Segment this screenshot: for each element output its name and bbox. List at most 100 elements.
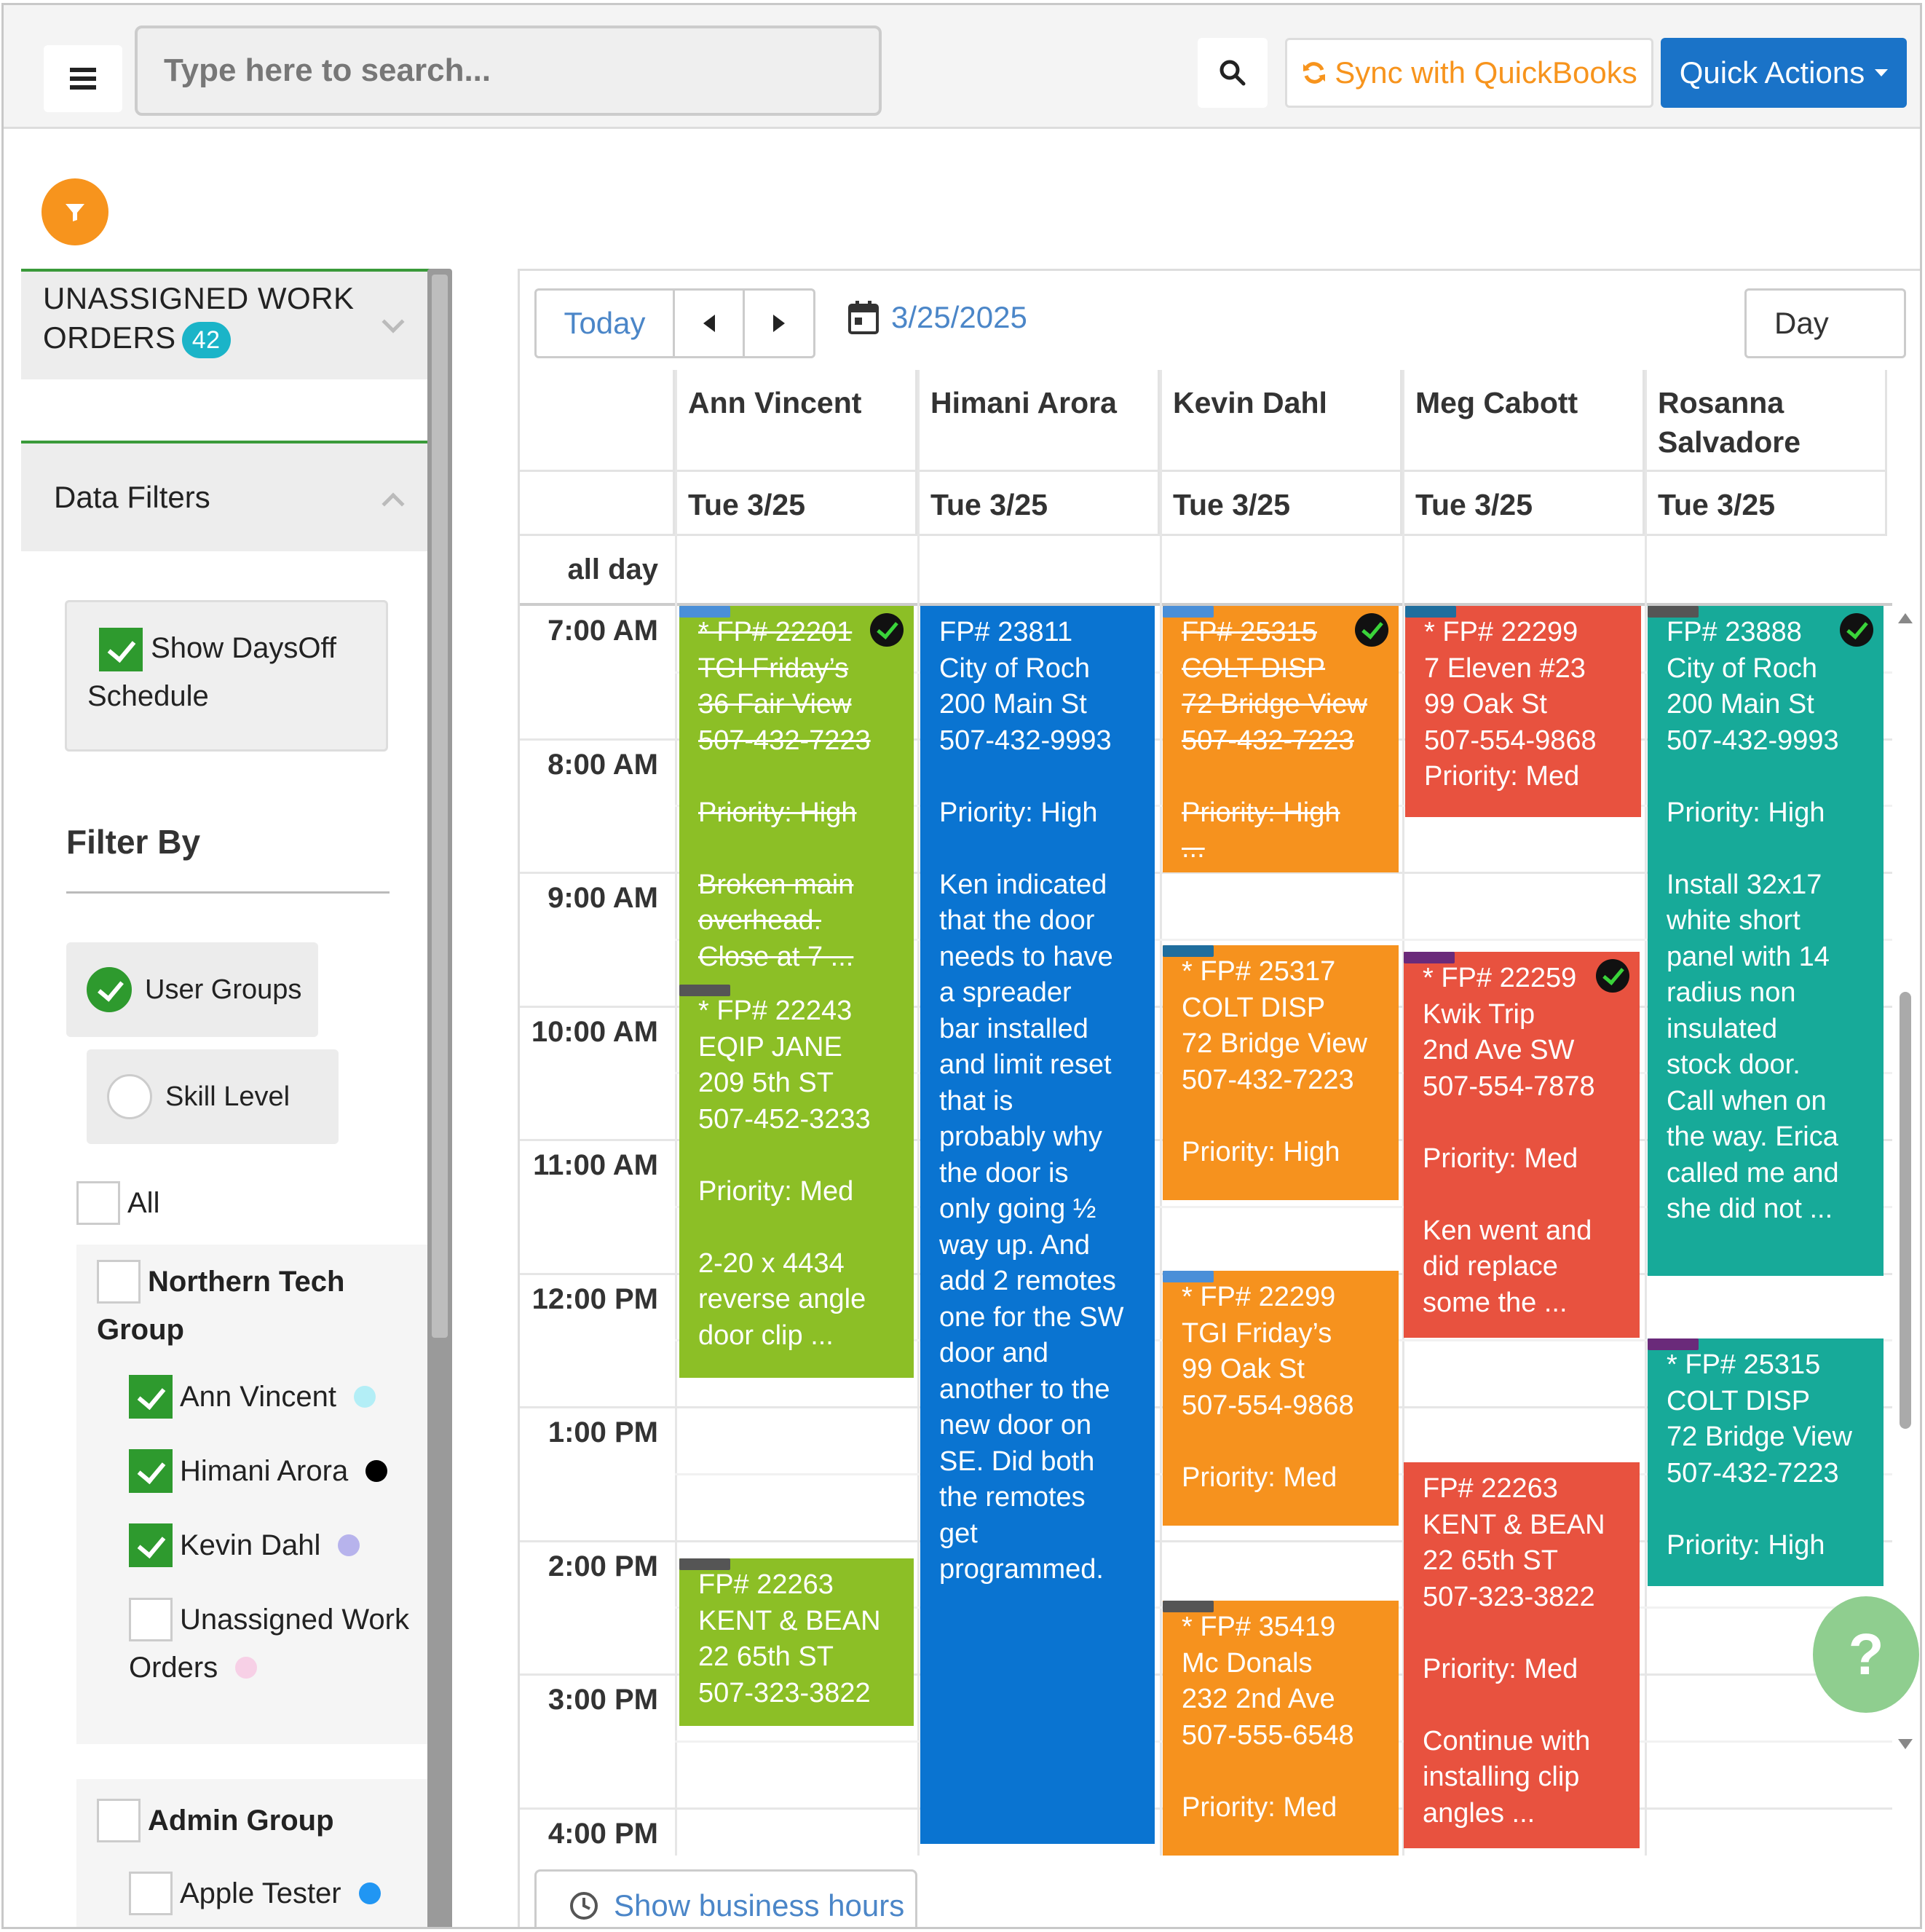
sidebar: UNASSIGNED WORK ORDERS 42 Data Filters Sh… bbox=[21, 269, 452, 1927]
work-order-event[interactable]: * FP# 25317 COLT DISP 72 Bridge View 507-43… bbox=[1163, 945, 1399, 1200]
event-text-line: Priority: Med bbox=[1424, 761, 1580, 792]
show-daysoff-toggle[interactable]: Show DaysOff Schedule bbox=[65, 600, 388, 752]
skill-level-radio-icon[interactable] bbox=[107, 1074, 152, 1119]
user-groups-radio-icon[interactable] bbox=[87, 967, 132, 1012]
admin-group-checkbox[interactable] bbox=[97, 1799, 141, 1842]
event-text-line: 72 Bridge View bbox=[1182, 1028, 1367, 1059]
member-row-kevin-dahl[interactable]: Kevin Dahl bbox=[129, 1521, 360, 1569]
calendar-icon bbox=[848, 301, 879, 334]
day-header: Tue 3/25 bbox=[917, 472, 1160, 536]
event-text-line: get bbox=[939, 1518, 978, 1549]
user-groups-radio[interactable]: User Groups bbox=[66, 942, 318, 1037]
member-name: Kevin Dahl bbox=[180, 1529, 321, 1561]
work-order-event[interactable]: * FP# 25315 COLT DISP 72 Bridge View 507-43… bbox=[1648, 1338, 1884, 1586]
sidebar-scrollbar[interactable] bbox=[427, 269, 452, 1927]
event-text-line: that the door bbox=[939, 905, 1095, 936]
chevron-up-icon[interactable] bbox=[382, 492, 405, 516]
work-order-event[interactable]: FP# 23888 City of Roch 200 Main St 507-432-… bbox=[1648, 606, 1884, 1276]
all-checkbox[interactable] bbox=[76, 1181, 120, 1225]
hamburger-menu-button[interactable] bbox=[44, 45, 122, 112]
event-text-line: 507-432-7223 bbox=[1667, 1457, 1839, 1489]
search-button[interactable] bbox=[1198, 38, 1268, 108]
scroll-down-icon[interactable] bbox=[1898, 1739, 1913, 1749]
show-business-hours-button[interactable]: Show business hours bbox=[534, 1869, 917, 1927]
calendar-scrollbar[interactable] bbox=[1893, 613, 1918, 1749]
prev-button[interactable] bbox=[675, 291, 745, 356]
event-text-line: KENT & BEAN bbox=[1423, 1509, 1605, 1540]
member-checkbox[interactable] bbox=[129, 1598, 173, 1641]
work-order-event[interactable]: * FP# 35419 Mc Donals 232 2nd Ave 507-555-6… bbox=[1163, 1601, 1399, 1856]
view-select[interactable]: Day bbox=[1744, 288, 1906, 358]
completed-check-icon bbox=[1596, 959, 1629, 993]
unassigned-work-orders-panel[interactable]: UNASSIGNED WORK ORDERS 42 bbox=[21, 269, 432, 379]
scroll-up-icon[interactable] bbox=[1898, 613, 1913, 623]
admin-group-checkbox-row[interactable]: Admin Group bbox=[97, 1797, 334, 1845]
event-text-line: 72 Bridge View bbox=[1667, 1422, 1852, 1452]
half-hour-line bbox=[675, 938, 1892, 941]
event-text-line: 507-323-3822 bbox=[698, 1677, 871, 1708]
sync-quickbooks-button[interactable]: Sync with QuickBooks bbox=[1285, 38, 1653, 108]
member-name: Apple Tester bbox=[180, 1877, 341, 1909]
calendar-scroll-thumb[interactable] bbox=[1900, 992, 1911, 1429]
northern-tech-group-checkbox[interactable] bbox=[97, 1260, 141, 1304]
work-order-event[interactable]: FP# 22263 KENT & BEAN 22 65th ST 507-323-38… bbox=[1404, 1462, 1640, 1848]
help-icon: ? bbox=[1848, 1622, 1884, 1687]
event-spacer bbox=[939, 759, 1155, 795]
work-order-event[interactable]: * FP# 22299 TGI Friday’s 99 Oak St 507-554-… bbox=[1163, 1271, 1399, 1526]
event-status-tag bbox=[1648, 1338, 1699, 1350]
member-row-himani-arora[interactable]: Himani Arora bbox=[129, 1447, 388, 1495]
show-daysoff-checkbox[interactable] bbox=[99, 628, 143, 672]
event-text-line: stock door. bbox=[1667, 1049, 1801, 1080]
work-order-event[interactable]: FP# 22263 KENT & BEAN 22 65th ST 507-323-38… bbox=[679, 1558, 914, 1726]
northern-tech-group: Northern Tech Group Ann Vincent Himani A… bbox=[76, 1245, 440, 1744]
member-checkbox[interactable] bbox=[129, 1375, 173, 1419]
northern-tech-group-checkbox-row[interactable]: Northern Tech bbox=[97, 1258, 344, 1306]
work-order-event[interactable]: * FP# 22259 Kwik Trip 2nd Ave SW 507-554-78… bbox=[1404, 952, 1640, 1338]
event-text-line: Priority: Med bbox=[1182, 1791, 1337, 1823]
calendar-grid: Ann Vincent Tue 3/25 Himani Arora Tue 3/25 K… bbox=[520, 370, 1892, 1856]
event-text-line: 2nd Ave SW bbox=[1423, 1035, 1575, 1065]
quick-actions-button[interactable]: Quick Actions bbox=[1661, 38, 1907, 108]
member-row-apple-tester[interactable]: Apple Tester bbox=[129, 1869, 381, 1917]
event-text-line: door clip ... bbox=[698, 1320, 834, 1351]
member-checkbox[interactable] bbox=[129, 1449, 173, 1493]
today-button[interactable]: Today bbox=[537, 291, 675, 356]
work-order-event[interactable]: * FP# 22201 TGI Friday’s 36 Fair View 507-4… bbox=[679, 606, 914, 999]
chevron-down-icon[interactable] bbox=[382, 310, 405, 334]
event-text-line: door and bbox=[939, 1338, 1049, 1368]
time-label: 11:00 AM bbox=[533, 1149, 658, 1181]
admin-group-label: Admin Group bbox=[148, 1805, 334, 1837]
member-row-unassigned[interactable]: Unassigned Work bbox=[129, 1596, 409, 1644]
work-order-event[interactable]: FP# 25315 COLT DISP 72 Bridge View 507-432-… bbox=[1163, 606, 1399, 872]
work-order-event[interactable]: FP# 23811 City of Roch 200 Main St 507-432-… bbox=[920, 606, 1155, 1844]
sidebar-scroll-thumb[interactable] bbox=[432, 275, 448, 1338]
next-button[interactable] bbox=[745, 291, 813, 356]
work-order-event[interactable]: * FP# 22243 EQIP JANE 209 5th ST 507-452-32… bbox=[679, 985, 914, 1378]
data-filters-panel[interactable]: Data Filters bbox=[21, 441, 432, 551]
event-text-line: * FP# 22259 bbox=[1423, 963, 1577, 993]
all-checkbox-row[interactable]: All bbox=[76, 1179, 159, 1227]
help-button[interactable]: ? bbox=[1813, 1596, 1919, 1713]
member-checkbox[interactable] bbox=[129, 1872, 173, 1915]
event-text-line: only going ½ bbox=[939, 1194, 1096, 1224]
quick-actions-label: Quick Actions bbox=[1679, 55, 1865, 90]
member-row-ann-vincent[interactable]: Ann Vincent bbox=[129, 1373, 376, 1421]
event-text-line: 2-20 x 4434 bbox=[698, 1247, 845, 1279]
event-text-line: COLT DISP bbox=[1182, 652, 1326, 684]
event-text-line: angles ... bbox=[1423, 1797, 1535, 1829]
work-order-event[interactable]: * FP# 22299 7 Eleven #23 99 Oak St 507-554-… bbox=[1405, 606, 1641, 817]
event-text-line: 232 2nd Ave bbox=[1182, 1684, 1335, 1714]
event-text-line: one for the SW bbox=[939, 1301, 1124, 1333]
filter-toggle-button[interactable] bbox=[41, 178, 108, 245]
date-picker[interactable]: 3/25/2025 bbox=[847, 300, 1027, 335]
caret-down-icon bbox=[1875, 69, 1889, 76]
skill-level-radio[interactable]: Skill Level bbox=[87, 1049, 339, 1144]
member-checkbox[interactable] bbox=[129, 1523, 173, 1567]
event-text-line: 507-554-7878 bbox=[1423, 1071, 1595, 1102]
admin-group: Admin Group Apple Tester bbox=[76, 1779, 440, 1927]
event-status-tag bbox=[1405, 606, 1456, 618]
caret-right-icon bbox=[773, 315, 785, 332]
search-input[interactable]: Type here to search... bbox=[135, 25, 882, 116]
event-spacer bbox=[1182, 1754, 1399, 1790]
event-status-tag bbox=[1648, 606, 1699, 618]
